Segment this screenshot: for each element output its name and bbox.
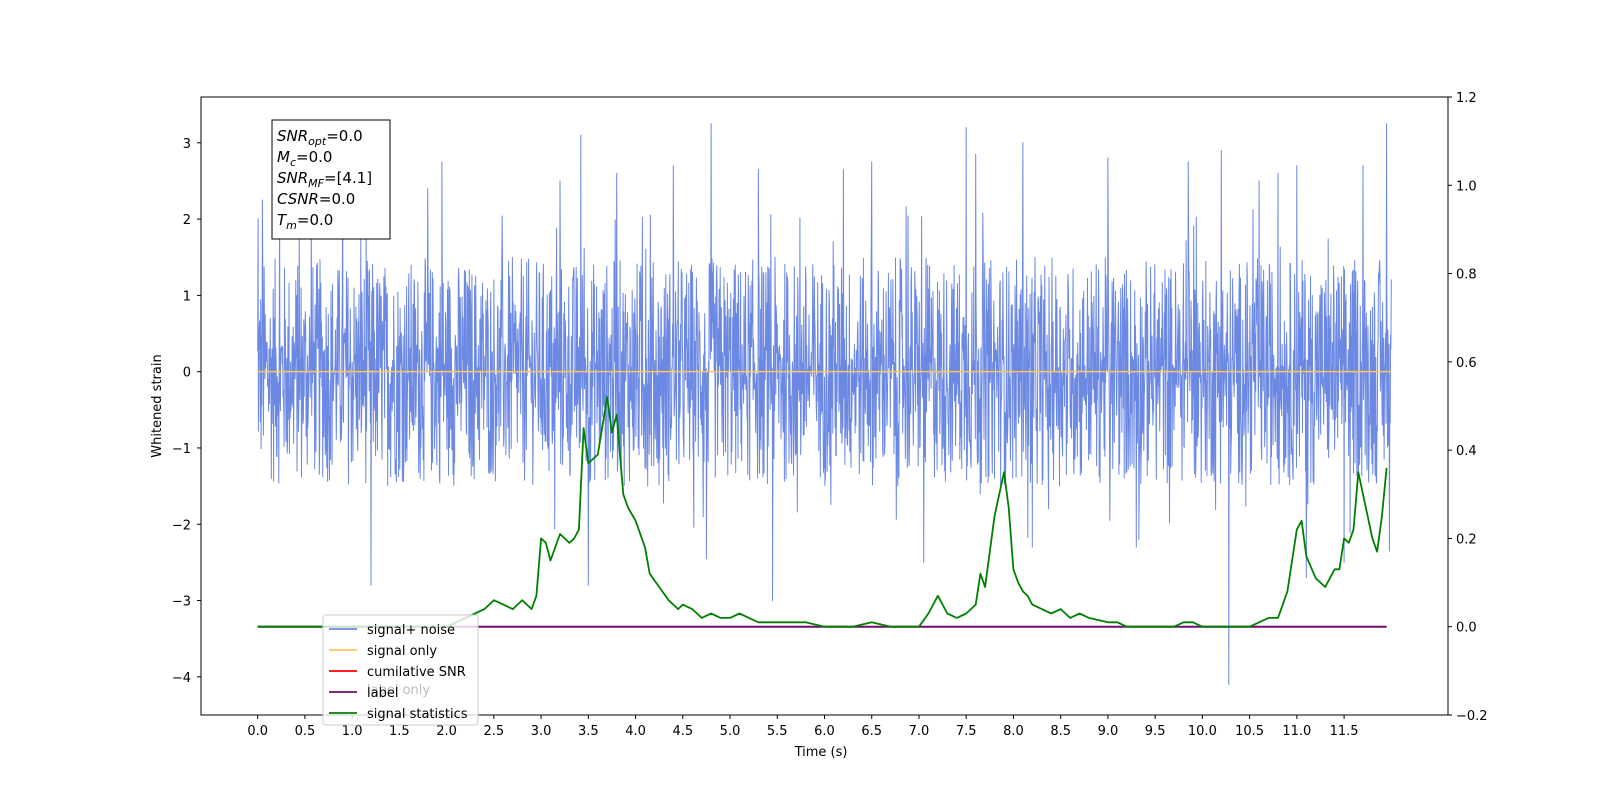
x-tick-label: 10.0 xyxy=(1188,724,1217,739)
x-axis-label: Time (s) xyxy=(794,745,848,760)
x-tick-label: 9.5 xyxy=(1145,724,1166,739)
x-tick-label: 0.0 xyxy=(247,724,268,739)
annotation-value: =[4.1] xyxy=(324,169,372,187)
x-tick-label: 4.0 xyxy=(625,724,646,739)
y2-tick-label: 0.4 xyxy=(1456,444,1477,459)
x-tick-label: 1.5 xyxy=(389,724,410,739)
legend-label: cumilative SNR xyxy=(367,665,466,680)
x-tick-label: 10.5 xyxy=(1235,724,1264,739)
legend-label: signal+ noise xyxy=(367,623,455,638)
y2-tick-label: −0.2 xyxy=(1456,709,1488,724)
y2-tick-label: 0.6 xyxy=(1456,356,1477,371)
x-tick-label: 11.0 xyxy=(1282,724,1311,739)
x-tick-label: 5.0 xyxy=(720,724,741,739)
x-tick-label: 9.0 xyxy=(1098,724,1119,739)
y2-tick-label: 1.0 xyxy=(1456,179,1477,194)
annotation-value: =0.0 xyxy=(326,127,362,145)
x-tick-label: 6.0 xyxy=(814,724,835,739)
y-tick-label: −1 xyxy=(172,442,191,457)
x-tick-label: 5.5 xyxy=(767,724,788,739)
x-tick-label: 1.0 xyxy=(342,724,363,739)
y-tick-label: 3 xyxy=(183,137,191,152)
y-axis-ticks: 3 2 1 0 −1 −2 −3 −4 xyxy=(172,137,201,686)
y2-tick-label: 0.8 xyxy=(1456,268,1477,283)
annotation-value: =0.0 xyxy=(297,211,333,229)
annotation-line: CSNR=0.0 xyxy=(277,190,355,208)
legend-label: label xyxy=(367,686,398,701)
series-signal-statistics-line xyxy=(257,396,1388,628)
y2-tick-label: 0.0 xyxy=(1456,621,1477,636)
annotation-symbol: SNR xyxy=(277,169,308,187)
y-tick-label: −4 xyxy=(172,671,191,686)
annotation-subscript: c xyxy=(290,156,296,169)
legend: label only signal+ noise signal only cumil… xyxy=(322,614,479,726)
legend-hidden-text: label only xyxy=(367,683,430,698)
x-tick-label: 6.5 xyxy=(861,724,882,739)
y-tick-label: −3 xyxy=(172,595,191,610)
annotation-symbol: CSNR xyxy=(277,190,319,208)
y-axis-label: Whitened strain xyxy=(150,354,165,457)
annotation-subscript: MF xyxy=(308,177,324,190)
x-tick-label: 7.5 xyxy=(956,724,977,739)
legend-label: signal statistics xyxy=(367,707,468,722)
annotation-subscript: m xyxy=(286,219,297,232)
x-axis-ticks: 0.0 0.5 1.0 1.5 2.0 2.5 3.0 3.5 4.0 4.5 5.0 5.5 6.0 6… xyxy=(247,715,1359,739)
x-tick-label: 4.5 xyxy=(672,724,693,739)
x-tick-label: 7.0 xyxy=(909,724,930,739)
y2-tick-label: 1.2 xyxy=(1456,91,1477,106)
annotation-line: SNRMF=[4.1] xyxy=(277,169,372,190)
x-tick-label: 0.5 xyxy=(295,724,316,739)
y-tick-label: 1 xyxy=(183,289,191,304)
annotation-box: SNRopt=0.0Mc=0.0SNRMF=[4.1]CSNR=0.0Tm=0.… xyxy=(271,119,391,240)
y-tick-label: 2 xyxy=(183,213,191,228)
x-tick-label: 8.0 xyxy=(1003,724,1024,739)
annotation-symbol: T xyxy=(277,211,288,229)
legend-label: signal only xyxy=(367,644,437,659)
annotation-line: Tm=0.0 xyxy=(277,211,333,232)
y2-tick-label: 0.2 xyxy=(1456,532,1477,547)
annotation-line: SNRopt=0.0 xyxy=(277,127,363,148)
annotation-value: =0.0 xyxy=(296,148,332,166)
x-tick-label: 3.5 xyxy=(578,724,599,739)
annotation-value: =0.0 xyxy=(319,190,355,208)
x-tick-label: 11.5 xyxy=(1330,724,1359,739)
y-tick-label: −2 xyxy=(172,518,191,533)
series-signal-noise-line xyxy=(257,123,1392,685)
annotation-symbol: SNR xyxy=(277,127,308,145)
x-tick-label: 2.5 xyxy=(484,724,505,739)
annotation-line: Mc=0.0 xyxy=(277,148,332,169)
y2-axis-ticks: 1.2 1.0 0.8 0.6 0.4 0.2 0.0 −0.2 xyxy=(1448,91,1488,724)
x-tick-label: 2.0 xyxy=(436,724,457,739)
annotation-symbol: M xyxy=(277,148,290,166)
x-tick-label: 8.5 xyxy=(1050,724,1071,739)
y-tick-label: 0 xyxy=(183,366,191,381)
x-tick-label: 3.0 xyxy=(531,724,552,739)
annotation-subscript: opt xyxy=(308,135,327,148)
